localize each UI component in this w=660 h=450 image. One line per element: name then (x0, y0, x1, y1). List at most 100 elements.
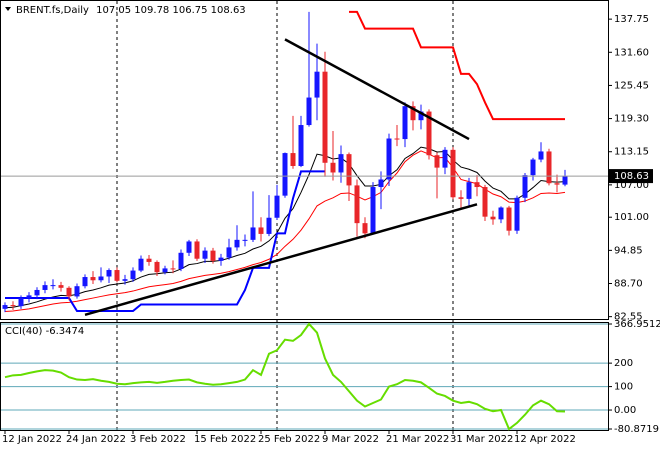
candle-body (466, 182, 472, 199)
candle-body (514, 197, 520, 231)
candle-body (226, 247, 232, 258)
candle-body (410, 106, 416, 121)
candle-body (546, 151, 552, 184)
candle-body (106, 270, 112, 277)
x-tick-label: 25 Feb 2022 (258, 434, 320, 445)
y-tick-label: 88.70 (614, 279, 643, 290)
candle-body (146, 258, 152, 262)
candle-body (202, 250, 208, 259)
candle-body (82, 277, 88, 287)
candle-body (370, 187, 376, 234)
candle-body (218, 257, 224, 261)
candle-body (362, 223, 368, 234)
candle-body (386, 138, 392, 180)
candle-body (298, 125, 304, 167)
cci-header: CCI(40) -6.3474 (5, 326, 84, 337)
y-tick-label: 366.9512 (614, 319, 660, 330)
candle-body (418, 111, 424, 121)
candle-body (498, 207, 504, 220)
candle-body (290, 153, 296, 167)
x-tick-label: 9 Mar 2022 (322, 434, 379, 445)
candle-body (138, 258, 144, 271)
candle-body (426, 111, 432, 156)
x-tick-label: 21 Mar 2022 (386, 434, 449, 445)
candle-body (330, 162, 336, 173)
candle-body (194, 241, 200, 259)
cci-last-value: -6.3474 (46, 326, 85, 337)
candle-body (186, 241, 192, 253)
candle-body (210, 250, 216, 261)
candle-body (482, 187, 488, 217)
y-tick-label: -80.8719 (614, 424, 659, 435)
candle-body (90, 277, 96, 281)
y-tick-label: 137.75 (614, 14, 649, 25)
y-tick-label: 119.30 (614, 114, 649, 125)
menu-arrow[interactable] (5, 7, 11, 11)
candle-body (442, 149, 448, 168)
candle-body (178, 252, 184, 269)
y-tick-label: 113.15 (614, 147, 649, 158)
y-tick-label: 82.55 (614, 312, 643, 323)
indicator-line (4, 150, 566, 313)
candle-body (450, 149, 456, 198)
symbol-title: BRENT.fs,Daily (16, 5, 89, 16)
price-label: 108.63 (614, 171, 649, 182)
candle-body (562, 176, 568, 185)
price-label-box (609, 169, 653, 184)
x-tick-label: 12 Jan 2022 (2, 434, 62, 445)
indicator-line (349, 10, 565, 121)
candle-body (322, 71, 328, 163)
cci-title: CCI(40) (5, 326, 43, 337)
y-tick-label: 107.00 (614, 180, 649, 191)
y-tick-label: 101.00 (614, 212, 649, 223)
x-tick-label: 31 Mar 2022 (450, 434, 513, 445)
candle-body (26, 295, 32, 299)
candle-body (250, 227, 256, 240)
x-tick-label: 12 Apr 2022 (514, 434, 576, 445)
candle-body (378, 179, 384, 188)
candle-body (154, 261, 160, 273)
candle-body (458, 197, 464, 199)
candle-body (274, 195, 280, 218)
symbol-header: BRENT.fs,Daily 107.05 109.78 106.75 108.… (16, 5, 246, 16)
trendline (284, 38, 470, 141)
x-tick-label: 24 Jan 2022 (66, 434, 126, 445)
close-value: 108.63 (211, 5, 246, 16)
candle-body (346, 154, 352, 186)
candle-body (354, 185, 360, 224)
candle-body (58, 285, 64, 288)
candle-body (50, 285, 56, 287)
candle-body (530, 159, 536, 176)
candle-body (114, 270, 120, 281)
y-tick-label: 125.45 (614, 80, 649, 91)
trendline (84, 203, 478, 316)
main-panel-frame (0, 0, 609, 320)
candle-body (66, 287, 72, 297)
y-tick-label: 100 (614, 382, 633, 393)
candle-body (170, 268, 176, 270)
candle-body (242, 239, 248, 241)
candle-body (10, 305, 16, 307)
candle-body (34, 289, 40, 296)
candle-body (434, 155, 440, 168)
candle-body (130, 270, 136, 280)
candle-body (18, 298, 24, 307)
y-tick-label: 131.60 (614, 47, 649, 58)
y-tick-label: 94.85 (614, 245, 643, 256)
candle-body (474, 182, 480, 188)
candle-body (98, 276, 104, 281)
cci-line (4, 322, 566, 431)
x-tick-label: 15 Feb 2022 (194, 434, 256, 445)
candle-body (522, 175, 528, 198)
y-tick-label: 200 (614, 358, 633, 369)
candle-body (394, 138, 400, 140)
candle-body (338, 154, 344, 173)
candle-body (234, 239, 240, 248)
candle-body (490, 216, 496, 220)
cci-panel-frame (0, 322, 609, 431)
candle-body (554, 183, 560, 185)
candle-body (402, 106, 408, 140)
x-tick-label: 3 Feb 2022 (130, 434, 186, 445)
